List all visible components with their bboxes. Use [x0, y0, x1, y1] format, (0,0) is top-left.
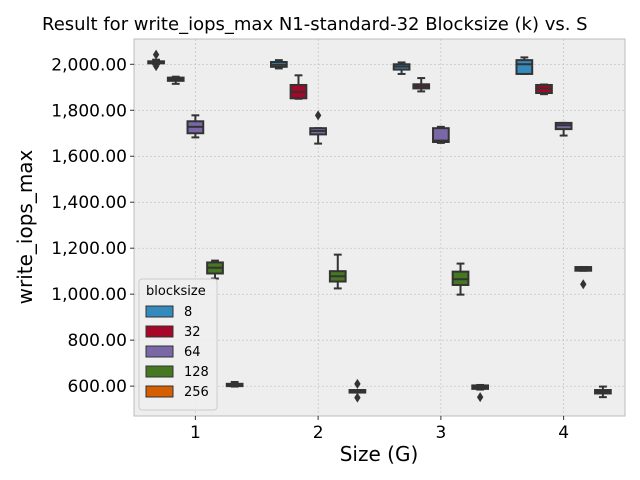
outlier-point	[354, 378, 361, 389]
iqr-box	[432, 127, 450, 143]
box-256-1	[225, 380, 244, 388]
legend-swatch	[145, 345, 174, 358]
box-32-1	[166, 75, 185, 85]
outlier-point	[580, 279, 587, 290]
y-tick-label: 1,600.00	[51, 147, 127, 167]
chart-title: Result for write_iops_max N1-standard-32…	[42, 14, 588, 35]
legend-swatch	[145, 365, 174, 378]
box-256-3	[471, 383, 490, 403]
legend: blocksize 8 32 64 128 256	[138, 278, 218, 411]
box-32-3	[412, 77, 431, 93]
legend-swatch	[145, 325, 174, 338]
box-256-4	[594, 385, 612, 399]
legend-label: 256	[184, 385, 209, 400]
legend-label: 64	[184, 345, 201, 360]
gridlines	[134, 39, 625, 416]
x-tick-label: 1	[190, 423, 201, 443]
box-128-1	[206, 259, 224, 280]
outlier-point	[152, 61, 160, 72]
x-tick-label: 2	[313, 423, 324, 443]
legend-label: 8	[184, 305, 192, 320]
y-tick-label: 1,000.00	[51, 285, 127, 305]
box-8-4	[515, 56, 534, 75]
box-8-1	[147, 49, 165, 72]
legend-swatch	[145, 305, 174, 318]
box-64-1	[186, 114, 205, 139]
y-tick-label: 600.00	[68, 377, 127, 397]
outlier-point	[152, 49, 160, 60]
box-32-4	[535, 83, 553, 96]
series-128	[206, 253, 593, 296]
outlier-point	[354, 392, 361, 403]
y-tick-label: 1,200.00	[51, 239, 127, 259]
outlier-point	[314, 110, 322, 121]
box-8-2	[269, 59, 288, 70]
y-tick-label: 1,800.00	[51, 101, 127, 121]
box-64-2	[309, 110, 327, 145]
x-axis-label: Size (G)	[340, 442, 419, 466]
box-128-2	[328, 253, 347, 290]
y-axis-label: write_iops_max	[13, 149, 37, 304]
series-8	[147, 49, 534, 75]
series-64	[186, 110, 573, 145]
box-series	[147, 49, 612, 403]
legend-entries: 8 32 64 128 256	[145, 305, 209, 400]
box-128-3	[451, 262, 470, 296]
y-tick-label: 2,000.00	[51, 55, 127, 75]
box-64-3	[432, 125, 450, 144]
series-32	[166, 74, 553, 100]
series-256	[225, 378, 612, 403]
x-tick-label: 4	[558, 423, 569, 443]
outlier-point	[476, 392, 484, 403]
box-256-2	[348, 378, 367, 403]
box-32-2	[289, 74, 308, 100]
legend-swatch	[145, 385, 174, 398]
x-tick-label: 3	[435, 423, 446, 443]
legend-label: 32	[184, 325, 201, 340]
legend-label: 128	[184, 365, 209, 380]
legend-title: blocksize	[146, 284, 206, 299]
box-64-4	[554, 121, 573, 137]
axis-ticks: 600.00 800.00 1,000.00 1,200.00 1,400.00 1,60…	[51, 55, 569, 443]
y-tick-label: 800.00	[68, 331, 127, 351]
box-8-3	[392, 61, 411, 75]
box-128-4	[574, 266, 593, 290]
y-tick-label: 1,400.00	[51, 193, 127, 213]
iqr-box	[515, 59, 534, 75]
